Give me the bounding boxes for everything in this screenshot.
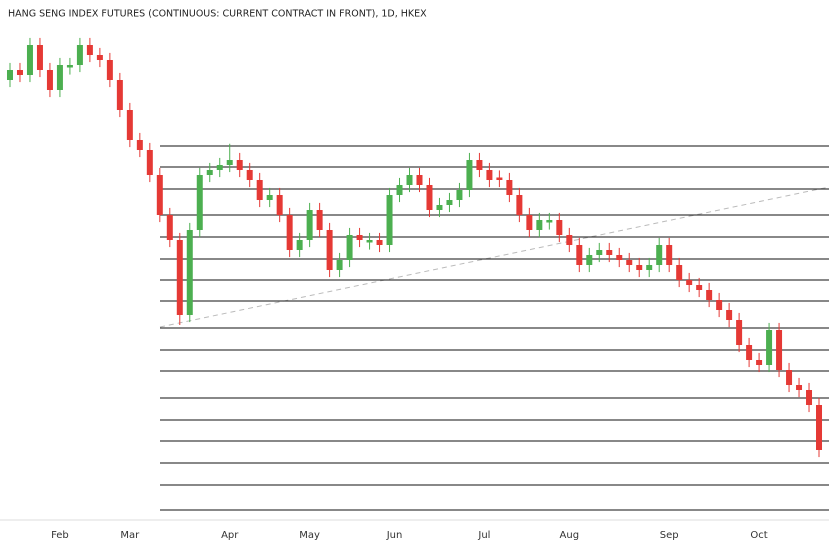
candle-body <box>546 220 553 223</box>
candle-body <box>256 180 263 200</box>
candle-body <box>436 205 443 210</box>
x-tick-label: Sep <box>660 530 679 541</box>
candle-body <box>216 165 223 170</box>
candle-body <box>46 70 53 90</box>
candle-body <box>56 65 63 90</box>
candle-body <box>786 370 793 385</box>
candle-body <box>756 360 763 365</box>
candle-body <box>156 175 163 215</box>
candle-body <box>386 195 393 245</box>
candle-body <box>566 235 573 245</box>
trend-line <box>159 186 829 328</box>
x-tick-label: Jul <box>477 530 490 541</box>
candle-body <box>206 170 213 175</box>
candle-body <box>636 265 643 270</box>
candle-body <box>136 140 143 150</box>
candle-body <box>76 45 83 65</box>
candle-body <box>736 320 743 345</box>
candle-body <box>426 185 433 210</box>
candle-body <box>526 215 533 230</box>
candle-body <box>816 405 823 450</box>
x-tick-label: Jun <box>386 530 403 541</box>
candle-body <box>276 195 283 215</box>
candle-body <box>806 390 813 405</box>
candle-body <box>226 160 233 165</box>
candle-body <box>236 160 243 170</box>
candle-body <box>306 210 313 240</box>
candle-body <box>6 70 13 80</box>
candle-body <box>596 250 603 255</box>
x-tick-label: May <box>299 530 320 541</box>
candle-body <box>766 330 773 365</box>
candle-body <box>346 235 353 260</box>
candle-body <box>416 175 423 185</box>
candle-body <box>666 245 673 265</box>
candle-body <box>66 65 73 68</box>
candle-body <box>146 150 153 175</box>
chart-title: HANG SENG INDEX FUTURES (CONTINUOUS: CUR… <box>8 9 427 20</box>
candle-body <box>26 45 33 75</box>
candle-body <box>326 230 333 270</box>
candle-body <box>246 170 253 180</box>
candle-body <box>366 240 373 243</box>
candle-body <box>116 80 123 110</box>
candle-body <box>356 235 363 240</box>
candle-body <box>576 245 583 265</box>
x-tick-label: Oct <box>750 530 767 541</box>
candle-body <box>106 60 113 80</box>
candle-body <box>626 260 633 265</box>
candle-body <box>556 220 563 235</box>
x-tick-label: Mar <box>120 530 140 541</box>
candle-body <box>376 240 383 245</box>
candle-body <box>36 45 43 70</box>
candle-body <box>286 215 293 250</box>
candle-body <box>396 185 403 195</box>
candle-body <box>516 195 523 215</box>
candle-body <box>96 55 103 60</box>
candle-body <box>506 180 513 195</box>
candle-body <box>536 220 543 230</box>
candle-body <box>446 200 453 205</box>
candle-body <box>606 250 613 255</box>
candle-body <box>266 195 273 200</box>
x-tick-label: Apr <box>221 530 239 541</box>
candle-body <box>16 70 23 75</box>
candle-body <box>486 170 493 180</box>
candle-body <box>296 240 303 250</box>
candle-body <box>776 330 783 370</box>
candle-body <box>796 385 803 390</box>
candle-body <box>126 110 133 140</box>
candle-body <box>456 190 463 200</box>
candle-body <box>716 300 723 310</box>
candle-body <box>496 177 503 180</box>
candle-body <box>586 255 593 265</box>
candle-body <box>656 245 663 265</box>
candle-body <box>686 280 693 285</box>
candle-body <box>726 310 733 320</box>
candle-body <box>336 260 343 270</box>
candle-body <box>616 255 623 260</box>
candle-body <box>646 265 653 270</box>
candle-body <box>406 175 413 185</box>
candle-body <box>186 230 193 315</box>
x-tick-label: Aug <box>560 530 580 541</box>
candle-body <box>176 240 183 315</box>
candle-body <box>706 290 713 300</box>
candle-body <box>196 175 203 230</box>
candle-body <box>676 265 683 280</box>
x-tick-label: Feb <box>51 530 69 541</box>
candle-body <box>316 210 323 230</box>
candle-body <box>746 345 753 360</box>
candle-body <box>476 160 483 170</box>
candle-body <box>86 45 93 55</box>
candle-body <box>466 160 473 190</box>
candle-body <box>696 285 703 290</box>
candle-body <box>166 215 173 240</box>
